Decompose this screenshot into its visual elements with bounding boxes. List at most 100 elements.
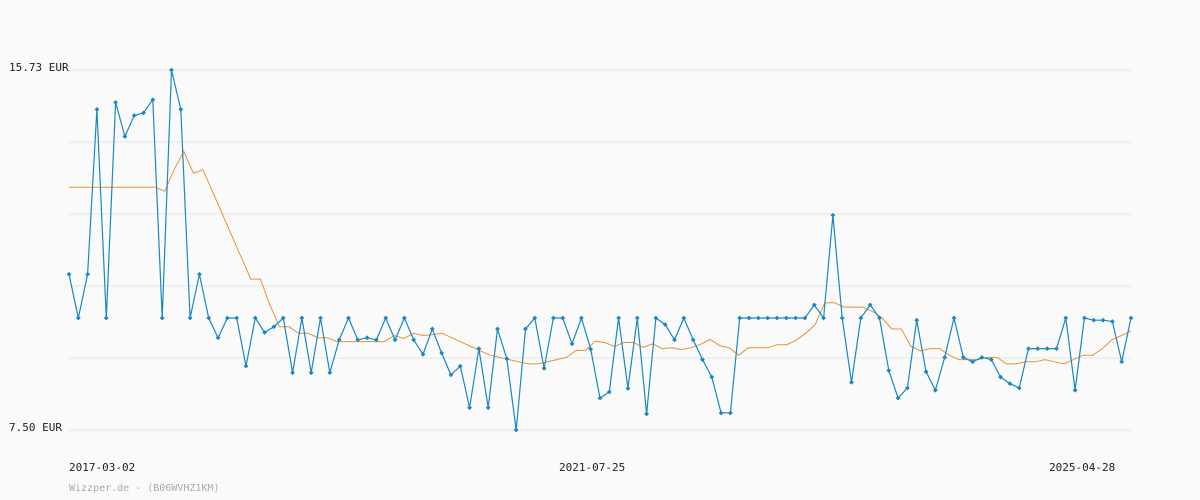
x-axis-labels: 2017-03-02 2021-07-25 2025-04-28 [69,461,1115,474]
price-point [429,326,435,332]
price-point [569,341,575,347]
price-point [169,67,174,73]
source-credit: Wizzper.de - (B06WVHZ1KM) [69,483,220,494]
price-point [327,370,333,376]
price-point [420,351,426,357]
price-point [551,315,556,321]
price-point [644,411,649,417]
price-point [951,315,957,321]
price-point [1044,346,1050,352]
price-point [979,354,985,360]
price-point [578,315,584,321]
price-point [839,315,845,321]
price-point [942,354,948,360]
average-price-series [69,150,1132,365]
price-point [485,405,491,411]
price-point [718,410,724,416]
price-point [318,315,323,321]
price-point [728,410,733,416]
price-point [681,315,687,321]
price-point [588,346,594,352]
price-point [1026,346,1031,352]
average-line [69,150,1132,365]
price-point [895,395,901,401]
price-line [68,69,1132,431]
price-point [1072,387,1078,393]
price-point [802,315,808,321]
price-point [504,356,510,362]
price-point [215,335,221,341]
price-point [1091,317,1097,323]
price-point [541,365,547,371]
price-point [131,113,137,118]
price-point [150,97,156,103]
price-point [849,379,854,385]
price-point [783,315,789,321]
price-point [85,271,91,277]
price-point [523,326,528,332]
price-point [811,302,817,308]
price-point [383,315,389,321]
price-point [290,370,295,376]
price-point [1109,319,1115,324]
price-point [411,337,417,343]
price-point [374,337,379,343]
price-point [923,369,929,375]
price-point [709,374,715,380]
price-point [401,315,407,321]
price-point [187,315,193,321]
price-point [998,374,1003,380]
price-point [774,315,780,321]
price-point [1100,317,1106,323]
price-point [392,337,398,343]
price-point [113,99,118,105]
price-point [75,315,81,321]
price-point [224,315,230,321]
price-point [532,315,538,321]
price-point [914,317,920,323]
y-tick-label: 7.50 EUR [9,421,62,434]
price-point [299,315,305,321]
price-point [1082,315,1087,321]
price-point [821,315,826,321]
price-point [262,330,268,335]
price-point [1063,315,1069,321]
y-axis-labels: 15.73 EUR 7.50 EUR [9,61,69,434]
price-point [616,315,622,321]
price-point [271,324,277,330]
x-tick-label: 2017-03-02 [69,461,135,474]
y-tick-label: 15.73 EUR [9,61,69,74]
price-point [970,359,976,365]
price-point [867,302,873,308]
price-point [932,387,938,393]
price-point [793,315,799,321]
price-point [336,337,342,343]
price-point [858,315,864,321]
price-point [1016,385,1022,391]
price-point [439,350,445,356]
price-point [206,315,212,321]
price-point [830,212,836,218]
price-point [513,427,519,433]
price-point [178,106,184,112]
x-tick-label: 2021-07-25 [559,461,625,474]
price-point [364,335,370,341]
price-point [960,354,966,360]
price-point [94,106,100,112]
price-point [234,315,240,321]
price-point [1119,359,1125,365]
price-point [448,372,454,378]
price-point [103,315,109,321]
price-point [159,315,165,321]
price-series [66,67,1134,433]
price-point [606,389,612,395]
price-point [495,326,500,332]
price-point [280,315,286,321]
gridlines [69,69,1131,431]
price-point [672,337,677,343]
price-point [662,322,668,327]
price-point [141,110,146,116]
price-point [346,315,351,321]
price-point [737,315,743,321]
